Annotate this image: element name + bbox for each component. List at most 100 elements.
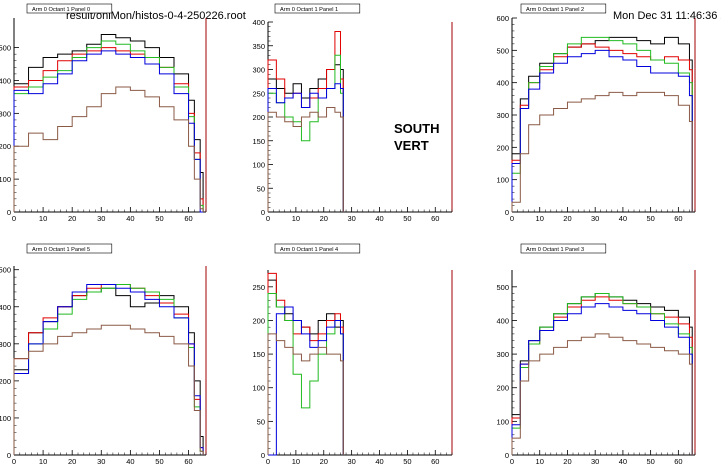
series-line-red — [511, 43, 693, 212]
x-tick-label: 30 — [591, 214, 599, 223]
series-line-brown — [13, 324, 204, 455]
y-tick-label: 150 — [252, 137, 265, 146]
x-tick-label: 40 — [619, 214, 627, 223]
x-tick-label: 60 — [431, 214, 439, 223]
y-tick-label: 400 — [496, 79, 509, 88]
x-tick-label: 0 — [510, 457, 514, 464]
panel-title: Arm 0 Octant 1 Panel 2 — [526, 7, 584, 13]
x-tick-label: 0 — [12, 457, 16, 464]
series-line-blue — [511, 303, 693, 455]
x-tick-label: 60 — [674, 214, 682, 223]
y-tick-label: 200 — [496, 384, 509, 393]
y-tick-label: 100 — [496, 417, 509, 426]
y-tick-label: 50 — [257, 417, 265, 426]
series-line-green — [13, 40, 204, 212]
x-tick-label: 50 — [155, 214, 163, 223]
x-tick-label: 30 — [347, 457, 355, 464]
series-line-red — [511, 296, 693, 455]
x-tick-label: 20 — [563, 457, 571, 464]
panel-title-box — [520, 3, 607, 14]
y-tick-label: 400 — [0, 76, 11, 85]
annotation-south: SOUTH — [394, 121, 440, 136]
series-line-black — [13, 287, 204, 455]
y-tick-label: 100 — [252, 161, 265, 170]
x-tick-label: 60 — [184, 457, 192, 464]
x-tick-label: 30 — [347, 214, 355, 223]
x-tick-label: 10 — [39, 214, 47, 223]
y-tick-label: 0 — [7, 451, 11, 460]
x-tick-label: 20 — [320, 457, 328, 464]
x-tick-label: 50 — [646, 457, 654, 464]
y-tick-label: 600 — [496, 14, 509, 23]
series-line-red — [13, 284, 204, 455]
panel-title: Arm 0 Octant 1 Panel 4 — [280, 247, 338, 253]
series-line-green — [511, 293, 693, 455]
panel-title: Arm 0 Octant 1 Panel 1 — [280, 7, 338, 13]
x-tick-label: 50 — [403, 457, 411, 464]
y-tick-label: 250 — [252, 89, 265, 98]
annotation-vert: VERT — [394, 138, 429, 153]
y-tick-label: 100 — [0, 175, 11, 184]
x-tick-label: 0 — [510, 214, 514, 223]
series-line-green — [511, 36, 693, 212]
series-line-blue — [13, 284, 204, 455]
x-tick-label: 60 — [184, 214, 192, 223]
x-tick-label: 40 — [619, 457, 627, 464]
x-tick-label: 20 — [68, 457, 76, 464]
panel-title: Arm 0 Octant 1 Panel 5 — [32, 247, 90, 253]
y-tick-label: 400 — [496, 316, 509, 325]
y-tick-label: 200 — [0, 142, 11, 151]
panel-title-box — [26, 3, 113, 14]
series-line-brown — [267, 333, 344, 455]
x-tick-label: 20 — [320, 214, 328, 223]
x-tick-label: 30 — [97, 457, 105, 464]
y-tick-label: 0 — [505, 208, 509, 217]
y-tick-label: 500 — [496, 46, 509, 55]
y-tick-label: 300 — [496, 111, 509, 120]
panel-title-box — [520, 243, 607, 254]
x-tick-label: 50 — [403, 214, 411, 223]
x-tick-label: 0 — [266, 214, 270, 223]
y-tick-label: 200 — [496, 143, 509, 152]
y-tick-label: 300 — [0, 340, 11, 349]
x-tick-label: 10 — [536, 214, 544, 223]
y-tick-label: 300 — [0, 109, 11, 118]
x-tick-label: 40 — [375, 214, 383, 223]
series-line-green — [267, 293, 344, 455]
series-line-black — [511, 293, 693, 455]
date-label: Mon Dec 31 11:46:36 2007 — [613, 10, 721, 22]
panel-title: Arm 0 Octant 1 Panel 3 — [526, 247, 584, 253]
series-line-red — [267, 31, 344, 212]
series-line-brown — [511, 333, 693, 455]
panel-title-box — [274, 3, 361, 14]
y-tick-label: 200 — [252, 316, 265, 325]
x-tick-label: 50 — [155, 457, 163, 464]
series-line-blue — [268, 306, 344, 456]
y-tick-label: 100 — [252, 384, 265, 393]
y-tick-label: 300 — [496, 350, 509, 359]
x-tick-label: 10 — [292, 214, 300, 223]
y-tick-label: 500 — [496, 283, 509, 292]
x-tick-label: 30 — [97, 214, 105, 223]
series-line-green — [13, 284, 204, 455]
series-line-red — [267, 272, 344, 455]
series-line-black — [267, 279, 344, 455]
y-tick-label: 400 — [252, 18, 265, 27]
series-line-blue — [13, 50, 204, 213]
panel-title-box — [274, 243, 361, 254]
series-line-blue — [267, 83, 344, 212]
y-tick-label: 500 — [0, 44, 11, 53]
x-tick-label: 10 — [292, 457, 300, 464]
y-tick-label: 200 — [252, 113, 265, 122]
panel-title-box — [26, 243, 113, 254]
x-tick-label: 20 — [68, 214, 76, 223]
y-tick-label: 0 — [505, 451, 509, 460]
y-tick-label: 50 — [257, 184, 265, 193]
x-tick-label: 30 — [591, 457, 599, 464]
series-line-black — [511, 36, 693, 212]
y-tick-label: 400 — [0, 303, 11, 312]
y-tick-label: 150 — [252, 350, 265, 359]
x-tick-label: 40 — [375, 457, 383, 464]
series-line-brown — [13, 86, 204, 212]
